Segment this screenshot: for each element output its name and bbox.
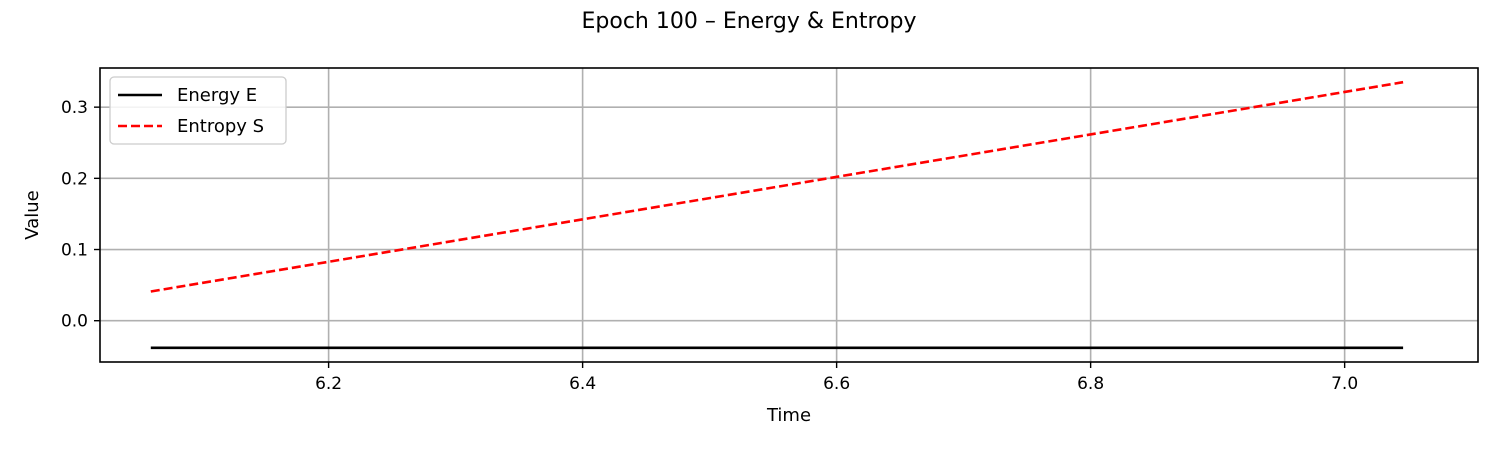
grid [100, 68, 1478, 362]
y-tick-label: 0.3 [61, 98, 88, 118]
series-line-entropy-s [150, 80, 1404, 293]
series-lines [150, 80, 1404, 350]
y-tick-label: 0.0 [61, 312, 88, 332]
y-tick-label: 0.1 [61, 241, 88, 261]
y-axis-ticks: 0.0 0.1 0.2 0.3 [61, 98, 100, 332]
x-axis-ticks: 6.2 6.4 6.6 6.8 7.0 [315, 362, 1358, 394]
y-axis-label: Value [22, 190, 43, 239]
legend-label-entropy: Entropy S [177, 116, 264, 137]
x-axis-label: Time [766, 405, 811, 426]
x-tick-label: 6.6 [823, 374, 850, 394]
plot-area-frame [99, 67, 1479, 363]
legend-label-energy: Energy E [177, 85, 257, 106]
y-tick-label: 0.2 [61, 169, 88, 189]
x-tick-label: 6.4 [569, 374, 596, 394]
chart-title: Epoch 100 – Energy & Entropy [582, 9, 917, 34]
legend: Energy E Entropy S [109, 76, 287, 145]
x-tick-label: 7.0 [1331, 374, 1358, 394]
x-tick-label: 6.2 [315, 374, 342, 394]
x-tick-label: 6.8 [1077, 374, 1104, 394]
